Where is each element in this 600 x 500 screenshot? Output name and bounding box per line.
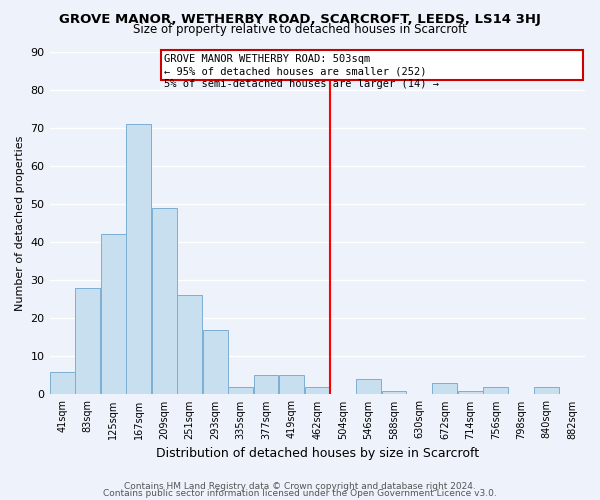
Bar bbox=[356, 379, 381, 394]
Bar bbox=[203, 330, 227, 394]
X-axis label: Distribution of detached houses by size in Scarcroft: Distribution of detached houses by size … bbox=[156, 447, 479, 460]
Text: GROVE MANOR, WETHERBY ROAD, SCARCROFT, LEEDS, LS14 3HJ: GROVE MANOR, WETHERBY ROAD, SCARCROFT, L… bbox=[59, 12, 541, 26]
Text: GROVE MANOR WETHERBY ROAD: 503sqm: GROVE MANOR WETHERBY ROAD: 503sqm bbox=[164, 54, 370, 64]
Bar bbox=[279, 376, 304, 394]
Text: Contains public sector information licensed under the Open Government Licence v3: Contains public sector information licen… bbox=[103, 490, 497, 498]
Bar bbox=[535, 387, 559, 394]
Text: 5% of semi-detached houses are larger (14) →: 5% of semi-detached houses are larger (1… bbox=[164, 78, 439, 88]
Bar bbox=[382, 390, 406, 394]
Bar bbox=[76, 288, 100, 395]
Bar bbox=[50, 372, 75, 394]
Text: Size of property relative to detached houses in Scarcroft: Size of property relative to detached ho… bbox=[133, 22, 467, 36]
Y-axis label: Number of detached properties: Number of detached properties bbox=[15, 136, 25, 310]
Bar bbox=[484, 387, 508, 394]
Bar bbox=[305, 387, 330, 394]
Bar bbox=[433, 383, 457, 394]
Bar bbox=[254, 376, 278, 394]
Text: Contains HM Land Registry data © Crown copyright and database right 2024.: Contains HM Land Registry data © Crown c… bbox=[124, 482, 476, 491]
Bar bbox=[126, 124, 151, 394]
FancyBboxPatch shape bbox=[161, 50, 583, 80]
Bar bbox=[177, 296, 202, 394]
Bar bbox=[152, 208, 176, 394]
Text: ← 95% of detached houses are smaller (252): ← 95% of detached houses are smaller (25… bbox=[164, 66, 427, 76]
Bar bbox=[101, 234, 125, 394]
Bar bbox=[228, 387, 253, 394]
Bar bbox=[458, 390, 483, 394]
